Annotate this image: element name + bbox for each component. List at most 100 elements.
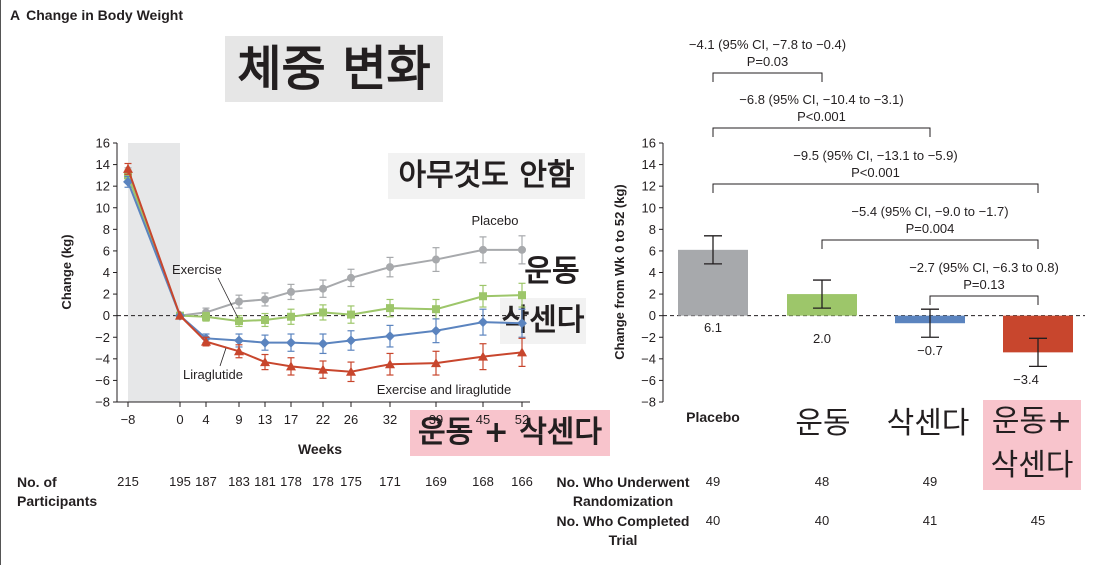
data-point: [518, 291, 526, 300]
bar-chart-y-tick-label: 8: [649, 222, 656, 237]
line-chart-x-tick-label: 17: [284, 412, 298, 427]
data-point: [201, 336, 211, 346]
comparison-bracket: −6.8 (95% CI, −10.4 to −3.1) P<0.001: [712, 92, 931, 137]
line-chart-x-tick-label: 13: [258, 412, 272, 427]
line-chart-x-tick-label: 4: [202, 412, 209, 427]
korean-combo-annotation: 운동 + 삭센다: [410, 410, 610, 456]
comparison-p-value: P=0.004: [906, 221, 955, 236]
data-point: [235, 317, 243, 326]
data-point: [234, 346, 244, 356]
bracket-line: [821, 239, 1039, 249]
korean-exercise-annotation: 운동: [524, 254, 580, 289]
data-point: [518, 245, 526, 254]
series-line: [127, 168, 523, 373]
data-point: [319, 284, 327, 293]
line-chart-y-tick-label: −8: [95, 395, 110, 410]
series-liraglutide: [123, 175, 527, 355]
korean-liraglutide-annotation: 삭센다: [500, 298, 586, 344]
bar-chart: −8 −6 −4 −2 0 2 4 6 8 10 12 14 16 Change from Wk 0 to…: [612, 37, 1085, 425]
series-line: [127, 181, 523, 345]
korean-placebo-annotation: 아무것도 안함: [388, 153, 585, 199]
data-point: [386, 263, 394, 272]
bracket-line: [712, 127, 931, 137]
line-chart-y-tick-label: −6: [95, 373, 110, 388]
participants-label-line2: Participants: [17, 493, 98, 509]
comparison-estimate: −2.7 (95% CI, −6.3 to 0.8): [909, 260, 1059, 275]
data-point: [346, 335, 356, 346]
bracket-line: [929, 295, 1039, 305]
participant-count: 181: [254, 474, 276, 489]
randomization-label-line2: Randomization: [572, 493, 674, 509]
participant-count: 178: [312, 474, 334, 489]
line-chart-y-tick-label: 6: [103, 243, 110, 258]
exercise-pointer-line: [217, 277, 239, 319]
korean-title-annotation: 체중 변화: [225, 36, 443, 102]
line-chart-x-tick-label: −8: [121, 412, 136, 427]
line-chart-y-tick-label: 2: [103, 287, 110, 302]
line-chart-x-tick-label: 39: [429, 412, 443, 427]
series-label: Exercise and liraglutide: [377, 382, 511, 397]
data-point: [319, 308, 327, 317]
figure-left-border: [0, 0, 1, 565]
data-point: [346, 366, 356, 376]
participant-count: 166: [511, 474, 533, 489]
randomization-label: No. Who Underwent Randomization: [548, 473, 698, 511]
comparison-estimate: −9.5 (95% CI, −13.1 to −5.9): [793, 148, 957, 163]
comparison-p-value: P=0.13: [963, 277, 1005, 292]
data-point: [432, 305, 440, 314]
panel-letter: A: [10, 7, 21, 23]
line-chart-y-tick-label: −2: [95, 330, 110, 345]
series-label: Exercise: [172, 262, 222, 277]
series-exercise: [124, 169, 526, 328]
data-point: [124, 171, 132, 180]
data-point: [431, 325, 441, 336]
bar-table-value: 48: [814, 474, 830, 489]
participant-count: 187: [195, 474, 217, 489]
bar-value-label: 6.1: [704, 320, 722, 335]
bar-chart-y-tick-label: 10: [642, 200, 656, 215]
bar-category-combo-line1: 운동+: [991, 404, 1073, 439]
bar-table-value: 41: [922, 513, 938, 528]
data-point: [479, 245, 487, 254]
series-label: Liraglutide: [183, 367, 243, 382]
bar-chart-y-axis-label: Change from Wk 0 to 52 (kg): [612, 184, 627, 360]
bar-chart-y-tick-label: 4: [649, 265, 656, 280]
liraglutide-pointer-line: [219, 347, 227, 367]
data-point: [318, 338, 328, 349]
completed-label-line1: No. Who Completed: [556, 513, 690, 529]
comparison-estimate: −4.1 (95% CI, −7.8 to −0.4): [689, 37, 846, 52]
series-exercise-and-liraglutide: [123, 162, 527, 383]
bar-table-value: 45: [1030, 513, 1046, 528]
line-chart-x-tick-label: 52: [515, 412, 529, 427]
data-point: [123, 163, 133, 173]
line-chart-x-tick-label: 26: [344, 412, 358, 427]
bar-category-combo-line2: 삭센다: [990, 448, 1074, 483]
panel-header: A Change in Body Weight: [10, 7, 183, 23]
bar-table-value: 49: [922, 474, 938, 489]
bar-category-liraglutide: 삭센다: [886, 406, 970, 441]
data-point: [123, 176, 133, 187]
data-point: [286, 361, 296, 371]
line-chart-x-tick-label: 9: [235, 412, 242, 427]
participants-label: No. of Participants: [17, 473, 97, 511]
data-point: [431, 358, 441, 368]
bar-table-value: 40: [705, 513, 721, 528]
line-chart-y-axis-label: Change (kg): [59, 234, 74, 309]
series-placebo: [124, 167, 526, 320]
line-chart-x-tick-label: 0: [176, 412, 183, 427]
comparison-bracket: −4.1 (95% CI, −7.8 to −0.4) P=0.03: [689, 37, 846, 82]
comparison-p-value: P<0.001: [851, 165, 900, 180]
line-chart-y-tick-label: 4: [103, 265, 110, 280]
comparison-bracket: −5.4 (95% CI, −9.0 to −1.7) P=0.004: [821, 204, 1039, 249]
data-point: [385, 331, 395, 342]
line-chart: −8 −6 −4 −2 0 2 4 6 8 10 12 14 16 Change (kg) −8 0 4 9 13 1…: [59, 136, 530, 457]
line-chart-x-tick-label: 22: [316, 412, 330, 427]
line-chart-y-tick-label: 12: [96, 179, 110, 194]
bar-chart-y-tick-label: 14: [642, 157, 656, 172]
data-point: [234, 335, 244, 346]
bar-value-label: −0.7: [917, 343, 943, 358]
participant-count: 215: [117, 474, 139, 489]
participant-count: 178: [280, 474, 302, 489]
series-label: Placebo: [472, 213, 519, 228]
